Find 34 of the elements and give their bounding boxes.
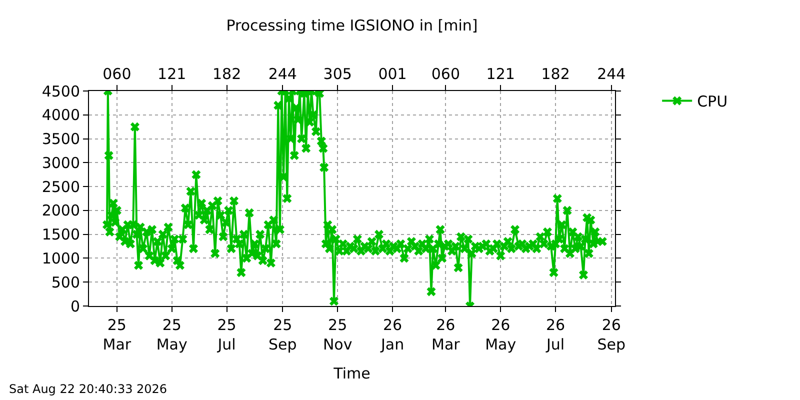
x-tick-label: 25 Mar (102, 316, 132, 354)
y-tick-label: 3500 (42, 130, 80, 148)
y-tick-label: 4500 (42, 82, 80, 100)
y-tick-label: 1500 (42, 226, 80, 244)
x-tick-label: 26 Jul (545, 316, 566, 354)
x-tick-label: 26 Mar (432, 316, 461, 354)
x2-tick-label: 121 (158, 65, 186, 83)
x2-tick-label: 060 (102, 65, 132, 83)
text: Sat Aug 22 20:40:33 2026 (9, 382, 168, 396)
x2-tick-label: 121 (486, 65, 515, 83)
x-tick-label: 26 May (485, 316, 516, 354)
y-tick-label: 3000 (42, 154, 80, 172)
x2-tick-label: 001 (378, 65, 407, 83)
x2-tick-label: 244 (597, 65, 626, 83)
chart-title: Processing time IGSIONO in [min] (226, 16, 478, 34)
x-axis-title: Time (332, 364, 370, 382)
x-tick-label: 26 Jan (380, 316, 404, 354)
x-tick-label: 25 May (156, 316, 188, 354)
y-tick-label: 500 (51, 273, 80, 292)
x-tick-label: 26 Sep (597, 316, 626, 354)
y-tick-label: 1000 (42, 249, 80, 268)
x2-tick-label: 244 (268, 65, 297, 83)
y-tick-label: 4000 (42, 106, 80, 124)
y-tick-label: 0 (70, 297, 80, 316)
x-tick-label: 25 Sep (268, 316, 297, 354)
y-tick-label: 2000 (42, 202, 80, 220)
y-tick-label: 2500 (42, 178, 80, 196)
x2-tick-label: 060 (431, 65, 460, 83)
x2-tick-label: 182 (212, 65, 242, 83)
x-tick-label: 25 Nov (322, 316, 352, 354)
x-tick-label: 25 Jul (216, 316, 236, 354)
x2-tick-label: 182 (541, 65, 570, 83)
legend-label: CPU (697, 92, 728, 111)
x2-tick-label: 305 (323, 65, 352, 83)
